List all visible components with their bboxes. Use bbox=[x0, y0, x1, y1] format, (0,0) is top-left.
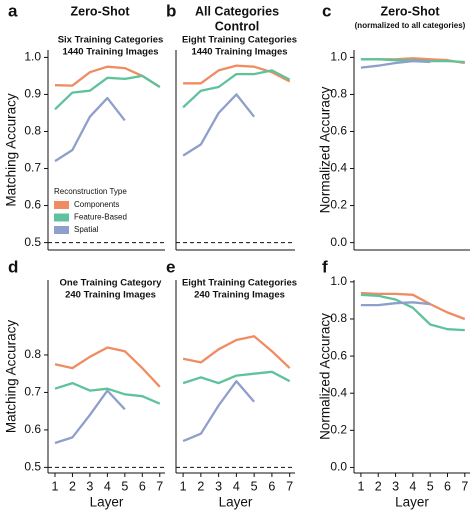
y-tick-label: 0.4 bbox=[330, 385, 347, 399]
legend-swatch bbox=[54, 226, 69, 234]
panel-title: Control bbox=[215, 19, 259, 33]
panel-subtitle: 1440 Training Images bbox=[191, 47, 287, 58]
panel-letter: c bbox=[322, 1, 331, 20]
y-tick-label: 0.9 bbox=[24, 87, 41, 101]
panel-subtitle: Eight Training Categories bbox=[182, 35, 297, 46]
y-tick-label: 0.4 bbox=[330, 161, 347, 175]
y-axis-label: Matching Accuracy bbox=[4, 320, 19, 434]
panel-subtitle: One Training Category bbox=[60, 278, 163, 289]
x-tick-label: 2 bbox=[69, 479, 76, 493]
x-axis-label: Layer bbox=[90, 495, 124, 510]
y-tick-label: 0.8 bbox=[330, 311, 347, 325]
panel-subtitle: 240 Training Images bbox=[194, 290, 285, 301]
series-line bbox=[54, 389, 126, 445]
y-tick-label: 0.2 bbox=[330, 198, 347, 212]
y-tick-label: 0.8 bbox=[330, 87, 347, 101]
panel-letter: f bbox=[322, 257, 328, 276]
panel-letter: a bbox=[8, 1, 18, 20]
panel-letter: b bbox=[166, 1, 176, 20]
y-tick-label: 0.7 bbox=[24, 385, 41, 399]
series-line bbox=[182, 370, 291, 385]
x-tick-label: 5 bbox=[251, 479, 258, 493]
y-axis-label: Matching Accuracy bbox=[4, 93, 19, 207]
y-tick-label: 0.5 bbox=[24, 235, 41, 249]
y-tick-label: 1.0 bbox=[330, 274, 347, 288]
y-tick-label: 0.2 bbox=[330, 422, 347, 436]
x-tick-label: 5 bbox=[121, 479, 128, 493]
x-tick-label: 2 bbox=[375, 479, 382, 493]
series-line bbox=[182, 380, 255, 443]
legend-label: Feature-Based bbox=[74, 213, 127, 222]
panel-title: All Categories bbox=[195, 4, 279, 18]
y-tick-label: 1.0 bbox=[24, 50, 41, 64]
y-tick-label: 0.8 bbox=[24, 347, 41, 361]
x-tick-label: 7 bbox=[156, 479, 163, 493]
y-tick-label: 0.5 bbox=[24, 460, 41, 474]
series-line bbox=[183, 64, 291, 85]
x-tick-label: 1 bbox=[52, 479, 59, 493]
legend-swatch bbox=[54, 213, 69, 222]
y-tick-label: 1.0 bbox=[330, 50, 347, 64]
x-tick-label: 4 bbox=[233, 479, 240, 493]
series-line bbox=[360, 301, 431, 307]
x-tick-label: 1 bbox=[180, 479, 187, 493]
x-axis-label: Layer bbox=[219, 495, 253, 510]
panel-title: Zero-Shot bbox=[380, 4, 440, 18]
x-tick-label: 3 bbox=[86, 479, 93, 493]
x-tick-label: 4 bbox=[104, 479, 111, 493]
y-tick-label: 0.7 bbox=[24, 161, 41, 175]
panel-letter: d bbox=[8, 257, 18, 276]
series-line bbox=[54, 74, 161, 111]
series-line bbox=[54, 96, 126, 163]
x-tick-label: 3 bbox=[215, 479, 222, 493]
x-tick-label: 6 bbox=[139, 479, 146, 493]
y-tick-label: 0.6 bbox=[24, 198, 41, 212]
x-tick-label: 6 bbox=[268, 479, 275, 493]
y-tick-label: 0.0 bbox=[330, 460, 347, 474]
panel-subtitle: 240 Training Images bbox=[65, 290, 156, 301]
panel-letter: e bbox=[166, 257, 175, 276]
series-line bbox=[182, 335, 291, 369]
series-line bbox=[54, 381, 161, 405]
x-tick-label: 7 bbox=[286, 479, 293, 493]
series-line bbox=[182, 69, 291, 109]
x-tick-label: 6 bbox=[444, 479, 451, 493]
x-tick-label: 3 bbox=[392, 479, 399, 493]
y-tick-label: 0.6 bbox=[330, 124, 347, 138]
y-tick-label: 0.6 bbox=[330, 348, 347, 362]
y-tick-label: 0.6 bbox=[24, 422, 41, 436]
y-tick-label: 0.0 bbox=[330, 235, 347, 249]
y-tick-label: 0.8 bbox=[24, 124, 41, 138]
panel-subtitle: Six Training Categories bbox=[58, 35, 164, 46]
series-line bbox=[360, 293, 465, 332]
legend-title: Reconstruction Type bbox=[54, 187, 127, 196]
panel-subtitle: Eight Training Categories bbox=[182, 278, 297, 289]
series-line bbox=[182, 93, 256, 157]
x-tick-label: 2 bbox=[197, 479, 204, 493]
panel-title: Zero-Shot bbox=[70, 4, 130, 18]
y-axis-label: Normalized Accuracy bbox=[318, 313, 333, 440]
panel-subtitle: (normalized to all categories) bbox=[355, 21, 466, 30]
series-line bbox=[54, 346, 161, 388]
panel-subtitle: 1440 Training Images bbox=[62, 47, 158, 58]
x-tick-label: 7 bbox=[461, 479, 468, 493]
x-tick-label: 5 bbox=[427, 479, 434, 493]
y-axis-label: Normalized Accuracy bbox=[318, 86, 333, 213]
legend-label: Components bbox=[74, 200, 119, 209]
x-tick-label: 1 bbox=[357, 479, 364, 493]
series-line bbox=[360, 291, 466, 321]
x-axis-label: Layer bbox=[395, 495, 429, 510]
x-tick-label: 4 bbox=[409, 479, 416, 493]
series-line bbox=[360, 59, 431, 69]
legend-label: Spatial bbox=[74, 225, 99, 234]
legend-swatch bbox=[54, 201, 69, 209]
